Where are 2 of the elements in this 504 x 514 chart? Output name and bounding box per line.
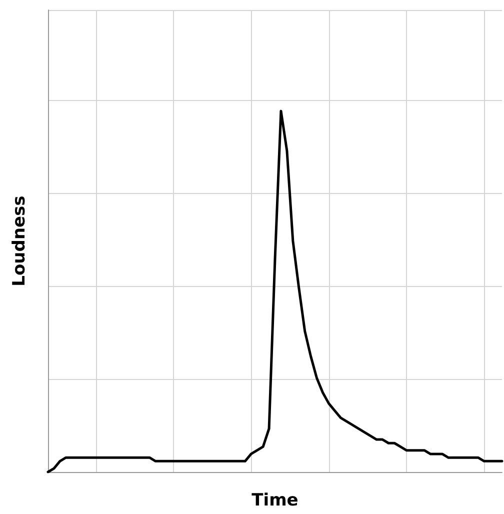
y-axis-title: Loudness [10,196,30,286]
x-axis-title: Time [252,490,298,510]
